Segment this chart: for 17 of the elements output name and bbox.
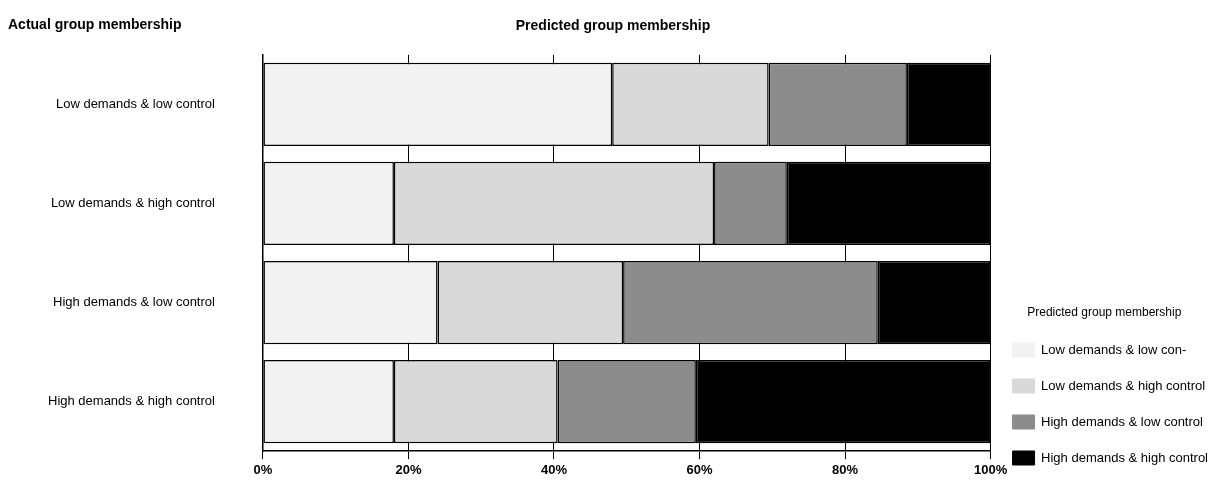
legend-label: High demands & high control [1041, 449, 1209, 465]
chart-title: Predicted group membership [515, 17, 711, 34]
y-axis-title: Actual group membership [8, 15, 182, 32]
legend-title: Predicted group membership [1027, 304, 1182, 319]
legend-label: Low demands & low con- [1041, 341, 1187, 357]
legend-label: Low demands & high control [1041, 377, 1206, 393]
x-tick-label: 0% [253, 461, 273, 477]
x-tick-label: 100% [973, 461, 1008, 477]
x-tick-label: 60% [686, 461, 713, 477]
y-tick-label: High demands & low control [53, 294, 216, 310]
x-tick-label: 80% [832, 461, 859, 477]
x-tick-label: 20% [395, 461, 422, 477]
x-tick-label: 40% [540, 461, 568, 477]
y-tick-label: Low demands & high control [50, 195, 216, 211]
legend-label: High demands & low control [1041, 413, 1204, 429]
y-tick-label: Low demands & low control [55, 95, 216, 111]
y-tick-label: High demands & high control [47, 393, 216, 409]
